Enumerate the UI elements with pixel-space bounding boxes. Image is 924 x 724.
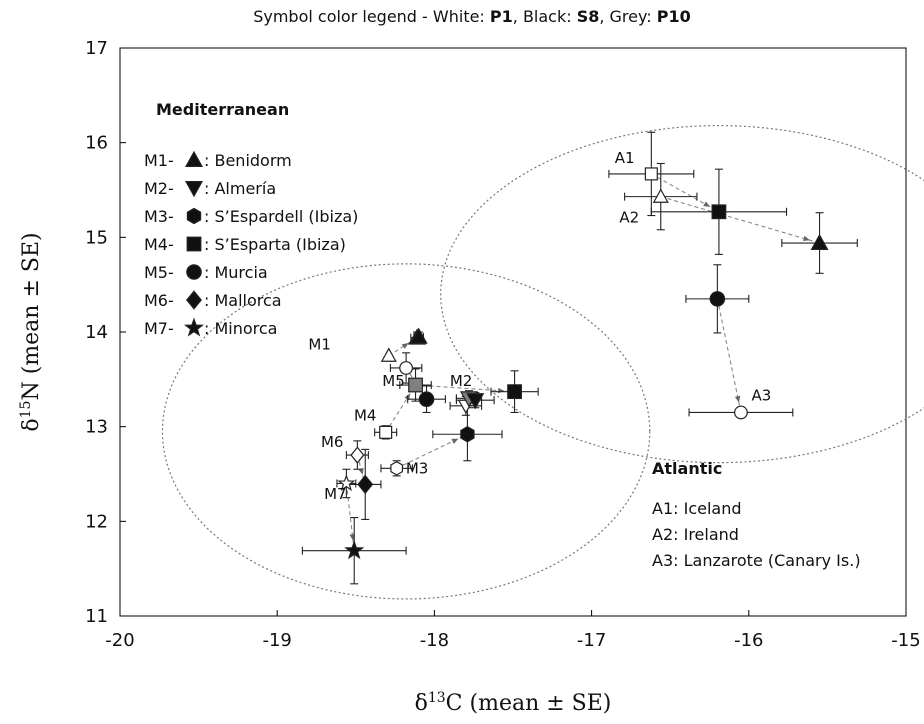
- legend-diamond-icon: [186, 290, 202, 310]
- a3-black-point: [709, 291, 726, 307]
- legend-site-name: : S’Esparta (Ibiza): [204, 235, 346, 254]
- m1-connector: [388, 337, 418, 357]
- legend-code-m6: M6-: [144, 291, 174, 310]
- m4-connector: [415, 384, 515, 393]
- site-label-m2: M2: [450, 372, 473, 390]
- site-label-m1: M1: [308, 335, 331, 353]
- legend-site-name: : Mallorca: [204, 291, 282, 310]
- x-tick-label: -20: [105, 630, 134, 651]
- legend-code-m4: M4-: [144, 235, 174, 254]
- legend-atlantic-a1: A1: Iceland: [652, 499, 742, 518]
- legend-site-name: : S’Espardell (Ibiza): [204, 207, 358, 226]
- m2-black-point: [466, 393, 485, 410]
- m4-grey-point: [408, 377, 423, 393]
- legend-star-icon: [183, 317, 205, 337]
- x-axis: -20 -19 -18 -17 -16 -15: [105, 610, 921, 651]
- legend-code-m2: M2-: [144, 179, 174, 198]
- m6-black-point: [357, 474, 374, 495]
- a2-white-point: [652, 188, 669, 203]
- site-label-m5: M5: [382, 372, 405, 390]
- legend-code-m3: M3-: [144, 207, 174, 226]
- legend-site-name: : Almería: [204, 179, 276, 198]
- site-label-a2: A2: [619, 208, 639, 226]
- x-axis-title: δ13C (mean ± SE): [415, 690, 612, 716]
- a3-white-point: [734, 405, 748, 420]
- y-tick-label: 16: [85, 133, 108, 154]
- legend-triangle-down-icon: [184, 181, 204, 198]
- y-axis-title: δ15N (mean ± SE): [18, 232, 44, 431]
- m1-white-point: [380, 347, 397, 362]
- m1-black-point: [409, 327, 428, 344]
- m7-arrowhead: [349, 534, 356, 541]
- symbol-color-legend: Symbol color legend - White: P1, Black: …: [253, 7, 691, 26]
- m5-white-point: [399, 361, 414, 375]
- a2-arrowhead: [802, 235, 810, 242]
- mediterranean-heading: Mediterranean: [156, 100, 289, 119]
- legend-atlantic-a3: A3: Lanzarote (Canary Is.): [652, 551, 861, 570]
- y-tick-label: 13: [85, 417, 108, 438]
- legend-code-m1: M1-: [144, 151, 174, 170]
- group-ellipses: [161, 125, 924, 600]
- data-markers: [337, 167, 829, 560]
- legend-square-icon: [186, 236, 202, 252]
- atlantic-legend: Atlantic A1: Iceland A2: Ireland A3: Lanza…: [652, 459, 861, 570]
- a2-black-point: [810, 233, 829, 251]
- y-tick-label: 14: [85, 322, 108, 343]
- mediterranean-ellipse: [161, 263, 651, 600]
- m3-white-point: [390, 460, 404, 476]
- m5-black-point: [418, 391, 435, 408]
- site-label-a3: A3: [751, 386, 771, 404]
- m7-white-point: [337, 473, 356, 492]
- site-label-m4: M4: [354, 406, 377, 424]
- site-labels: M1 M5 M2 M4 M6 M3 M7 A1 A2 A3: [308, 149, 771, 503]
- y-tick-label: 17: [85, 38, 108, 59]
- a2-connector: [660, 196, 820, 244]
- x-tick-label: -18: [420, 630, 449, 651]
- site-label-a1: A1: [615, 149, 635, 167]
- legend-site-name: : Benidorm: [204, 151, 292, 170]
- legend-code-m7: M7-: [144, 319, 174, 338]
- mediterranean-legend: Mediterranean M1- : Benidorm M2- : Almería M…: [144, 100, 358, 338]
- a1-arrowhead: [703, 201, 711, 207]
- x-tick-label: -19: [262, 630, 291, 651]
- legend-atlantic-a2: A2: Ireland: [652, 525, 739, 544]
- legend-site-name: : Minorca: [204, 319, 277, 338]
- x-tick-label: -16: [734, 630, 763, 651]
- series-connectors: [345, 173, 820, 551]
- legend-site-name: : Murcia: [204, 263, 268, 282]
- x-tick-label: -15: [891, 630, 920, 651]
- site-label-m6: M6: [321, 433, 344, 451]
- y-tick-label: 12: [85, 511, 108, 532]
- y-tick-label: 11: [85, 606, 108, 627]
- m1-arrowhead: [401, 343, 409, 349]
- legend-triangle-up-icon: [184, 150, 204, 167]
- m4-connector: [385, 384, 417, 433]
- y-tick-label: 15: [85, 227, 108, 248]
- x-tick-label: -17: [577, 630, 606, 651]
- m3-black-point: [460, 425, 475, 443]
- site-label-m7: M7: [324, 485, 347, 503]
- y-axis: 11 12 13 14 15 16 17: [85, 38, 126, 627]
- a3-connector: [716, 298, 742, 413]
- a3-arrowhead: [734, 395, 741, 403]
- legend-hexagon-icon: [186, 207, 202, 225]
- a1-white-point: [644, 167, 658, 181]
- m4-arrowhead: [497, 387, 505, 394]
- legend-code-m5: M5-: [144, 263, 174, 282]
- atlantic-heading: Atlantic: [652, 459, 722, 478]
- atlantic-ellipse: [440, 125, 924, 464]
- site-label-m3: M3: [406, 459, 429, 477]
- m6-white-point: [350, 446, 365, 464]
- m4-white-point: [379, 425, 393, 439]
- legend-circle-icon: [186, 264, 202, 280]
- m3-arrowhead: [451, 438, 459, 444]
- a1-black-point: [711, 204, 727, 220]
- m7-black-point: [344, 540, 365, 560]
- m4-black-point: [507, 384, 522, 400]
